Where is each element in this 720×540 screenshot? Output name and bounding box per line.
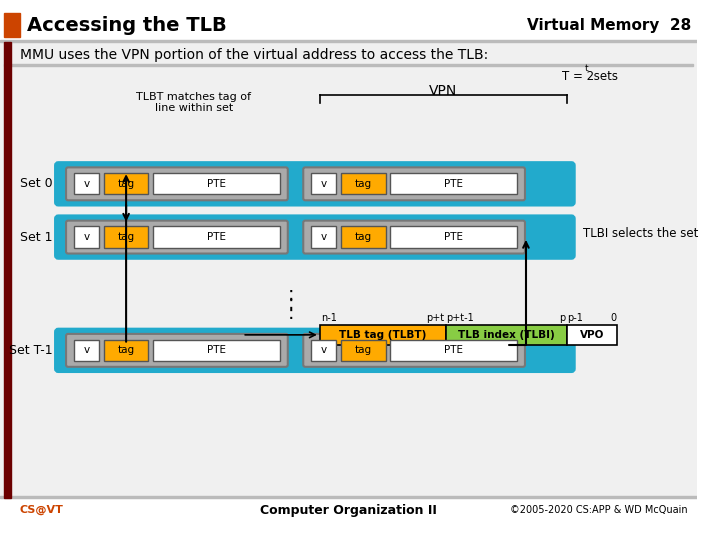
FancyBboxPatch shape: [303, 334, 525, 367]
Text: t: t: [585, 64, 589, 72]
Bar: [0, 9, 697, 39]
Text: VPO: VPO: [580, 330, 604, 340]
Bar: [0, 496, 697, 497]
Text: p: p: [559, 313, 566, 323]
Bar: [390, 226, 517, 248]
Bar: [4, 64, 693, 66]
Text: v: v: [84, 179, 89, 189]
Bar: [104, 340, 148, 361]
Text: v: v: [320, 179, 327, 189]
Text: tag: tag: [117, 179, 135, 189]
Text: PTE: PTE: [444, 346, 463, 355]
Bar: [390, 340, 517, 361]
Bar: [0, 43, 697, 497]
Text: T = 2: T = 2: [562, 70, 594, 83]
Text: sets: sets: [590, 70, 618, 83]
Text: CS@VT: CS@VT: [19, 505, 63, 515]
FancyBboxPatch shape: [66, 334, 288, 367]
Text: PTE: PTE: [207, 346, 226, 355]
Text: n-1: n-1: [320, 313, 336, 323]
Text: PTE: PTE: [444, 232, 463, 242]
Text: tag: tag: [355, 232, 372, 242]
FancyBboxPatch shape: [66, 221, 288, 254]
Text: VPN: VPN: [429, 84, 457, 98]
FancyBboxPatch shape: [66, 167, 288, 200]
Bar: [74, 340, 99, 361]
Text: Set T-1: Set T-1: [9, 344, 53, 357]
Bar: [153, 340, 280, 361]
Text: MMU uses the VPN portion of the virtual address to access the TLB:: MMU uses the VPN portion of the virtual …: [19, 48, 488, 62]
Text: p-1: p-1: [567, 313, 583, 323]
Bar: [4, 14, 19, 37]
Bar: [341, 173, 385, 194]
Text: Computer Organization II: Computer Organization II: [261, 504, 437, 517]
Text: ©2005-2020 CS:APP & WD McQuain: ©2005-2020 CS:APP & WD McQuain: [510, 505, 688, 515]
Text: tag: tag: [355, 346, 372, 355]
Bar: [341, 340, 385, 361]
Text: tag: tag: [355, 179, 372, 189]
Text: v: v: [320, 346, 327, 355]
Text: :: :: [287, 294, 294, 313]
Bar: [311, 340, 336, 361]
Bar: [320, 325, 446, 345]
FancyBboxPatch shape: [55, 163, 575, 205]
Text: tag: tag: [117, 346, 135, 355]
Text: Virtual Memory  28: Virtual Memory 28: [527, 18, 691, 32]
Text: v: v: [84, 232, 89, 242]
Bar: [74, 173, 99, 194]
Text: :: :: [287, 304, 294, 323]
Bar: [104, 226, 148, 248]
FancyBboxPatch shape: [303, 167, 525, 200]
Bar: [446, 325, 567, 345]
Text: p+t-1: p+t-1: [446, 313, 474, 323]
Text: PTE: PTE: [207, 232, 226, 242]
FancyBboxPatch shape: [55, 329, 575, 372]
Text: PTE: PTE: [444, 179, 463, 189]
FancyBboxPatch shape: [303, 221, 525, 254]
Bar: [567, 325, 617, 345]
Text: tag: tag: [117, 232, 135, 242]
Text: Set 1: Set 1: [20, 231, 53, 244]
Text: PTE: PTE: [207, 179, 226, 189]
Text: v: v: [320, 232, 327, 242]
Text: :: :: [287, 285, 294, 303]
Text: TLBT matches tag of
line within set: TLBT matches tag of line within set: [136, 92, 251, 113]
Bar: [153, 173, 280, 194]
Text: Accessing the TLB: Accessing the TLB: [27, 16, 227, 35]
Bar: [4, 43, 11, 497]
Text: TLBI selects the set: TLBI selects the set: [583, 227, 698, 240]
Text: v: v: [84, 346, 89, 355]
FancyBboxPatch shape: [55, 216, 575, 258]
Text: p+t: p+t: [426, 313, 445, 323]
Bar: [311, 173, 336, 194]
Bar: [153, 226, 280, 248]
Bar: [341, 226, 385, 248]
Text: TLB index (TLBI): TLB index (TLBI): [458, 330, 554, 340]
Text: TLB tag (TLBT): TLB tag (TLBT): [339, 330, 426, 340]
Bar: [104, 173, 148, 194]
Text: 0: 0: [611, 313, 617, 323]
Bar: [311, 226, 336, 248]
Text: Set 0: Set 0: [20, 177, 53, 190]
Bar: [390, 173, 517, 194]
Bar: [74, 226, 99, 248]
Bar: [0, 39, 697, 42]
